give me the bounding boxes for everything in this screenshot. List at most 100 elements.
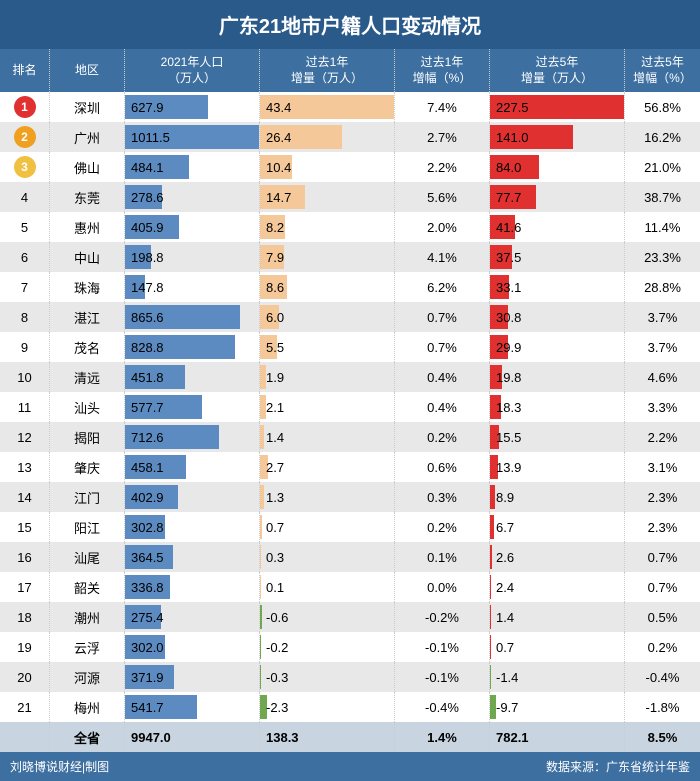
bar-cell: 0.7 <box>260 512 395 542</box>
table-row: 15 阳江 302.8 0.7 0.2% 6.7 2.3% <box>0 512 700 542</box>
bar-cell: 6.7 <box>490 512 625 542</box>
table-row: 21 梅州 541.7 -2.3 -0.4% -9.7 -1.8% <box>0 692 700 722</box>
bar-cell: 15.5 <box>490 422 625 452</box>
table-row: 20 河源 371.9 -0.3 -0.1% -1.4 -0.4% <box>0 662 700 692</box>
cell-pct5: 0.7% <box>625 542 700 572</box>
bar-cell: 302.8 <box>125 512 260 542</box>
bar-label: 8.6 <box>260 280 284 295</box>
bar-label: -0.6 <box>260 610 288 625</box>
bar-cell: 14.7 <box>260 182 395 212</box>
cell-rank: 13 <box>0 452 50 482</box>
table-row: 17 韶关 336.8 0.1 0.0% 2.4 0.7% <box>0 572 700 602</box>
bar-label: 2.1 <box>260 400 284 415</box>
table-row: 11 汕头 577.7 2.1 0.4% 18.3 3.3% <box>0 392 700 422</box>
cell-pct5: 2.3% <box>625 512 700 542</box>
cell-region: 梅州 <box>50 692 125 722</box>
bar-cell: 2.6 <box>490 542 625 572</box>
bar-cell: 278.6 <box>125 182 260 212</box>
cell-pct5: -0.4% <box>625 662 700 692</box>
table-row: 1 深圳 627.9 43.4 7.4% 227.5 56.8% <box>0 92 700 122</box>
rank-badge: 1 <box>14 96 36 118</box>
cell-rank: 11 <box>0 392 50 422</box>
bar-label: -9.7 <box>490 700 518 715</box>
bar-label: 278.6 <box>125 190 164 205</box>
bar-label: -2.3 <box>260 700 288 715</box>
cell-rank: 4 <box>0 182 50 212</box>
table-row: 6 中山 198.8 7.9 4.1% 37.5 23.3% <box>0 242 700 272</box>
bar-cell: 0.1 <box>260 572 395 602</box>
bar-cell: -0.6 <box>260 602 395 632</box>
cell-pct1: 0.6% <box>395 452 490 482</box>
bar-cell: 7.9 <box>260 242 395 272</box>
bar-label: 30.8 <box>490 310 521 325</box>
cell-region: 肇庆 <box>50 452 125 482</box>
table-row: 14 江门 402.9 1.3 0.3% 8.9 2.3% <box>0 482 700 512</box>
bar-cell: 0.7 <box>490 632 625 662</box>
bar-cell: 1.4 <box>260 422 395 452</box>
bar-cell: 1.3 <box>260 482 395 512</box>
bar-label: 865.6 <box>125 310 164 325</box>
cell-pct5: 21.0% <box>625 152 700 182</box>
cell-pct1: 0.4% <box>395 362 490 392</box>
cell-pct1: 0.7% <box>395 302 490 332</box>
bar-label: 33.1 <box>490 280 521 295</box>
rank-text: 18 <box>17 610 31 625</box>
footer-source: 数据来源：广东省统计年鉴 <box>546 758 690 775</box>
cell-region: 汕尾 <box>50 542 125 572</box>
bar-label: 77.7 <box>490 190 521 205</box>
cell-pct5: 0.2% <box>625 632 700 662</box>
bar-label: 18.3 <box>490 400 521 415</box>
bar-label: 1011.5 <box>125 130 170 145</box>
cell-pct5: 16.2% <box>625 122 700 152</box>
bar-label: 7.9 <box>260 250 284 265</box>
bar-cell: 0.3 <box>260 542 395 572</box>
bar-label: 364.5 <box>125 550 164 565</box>
bar-cell: 2.7 <box>260 452 395 482</box>
bar-label: 41.6 <box>490 220 521 235</box>
bar-label: 0.3 <box>260 550 284 565</box>
cell-pct5: 28.8% <box>625 272 700 302</box>
rank-text: 14 <box>17 490 31 505</box>
table-row: 10 清远 451.8 1.9 0.4% 19.8 4.6% <box>0 362 700 392</box>
cell-pct1: 0.3% <box>395 482 490 512</box>
bar-cell: 84.0 <box>490 152 625 182</box>
bar-cell: 302.0 <box>125 632 260 662</box>
cell-region: 韶关 <box>50 572 125 602</box>
cell-pop: 9947.0 <box>125 722 260 752</box>
bar-cell: 227.5 <box>490 92 625 122</box>
rank-text: 21 <box>17 700 31 715</box>
rank-text: 12 <box>17 430 31 445</box>
bar-cell: 458.1 <box>125 452 260 482</box>
cell-rank: 8 <box>0 302 50 332</box>
table-row: 19 云浮 302.0 -0.2 -0.1% 0.7 0.2% <box>0 632 700 662</box>
bar-cell: 1.4 <box>490 602 625 632</box>
bar-label: 15.5 <box>490 430 521 445</box>
cell-region: 东莞 <box>50 182 125 212</box>
page-title: 广东21地市户籍人口变动情况 <box>0 0 700 49</box>
bar-cell: 712.6 <box>125 422 260 452</box>
cell-rank: 16 <box>0 542 50 572</box>
bar-label: 141.0 <box>490 130 529 145</box>
bar-label: 302.0 <box>125 640 164 655</box>
rank-text: 9 <box>21 340 28 355</box>
bar-cell: 30.8 <box>490 302 625 332</box>
cell-rank: 21 <box>0 692 50 722</box>
bar-label: 484.1 <box>125 160 164 175</box>
rank-text: 5 <box>21 220 28 235</box>
cell-pct1: 5.6% <box>395 182 490 212</box>
cell-pct1: -0.1% <box>395 662 490 692</box>
rank-text: 7 <box>21 280 28 295</box>
col-inc1: 过去1年 增量（万人） <box>260 49 395 92</box>
cell-inc5: 782.1 <box>490 722 625 752</box>
col-pct1: 过去1年 增幅（%） <box>395 49 490 92</box>
cell-region: 深圳 <box>50 92 125 122</box>
bar-label: 2.6 <box>490 550 514 565</box>
cell-rank: 18 <box>0 602 50 632</box>
cell-pct1: 2.7% <box>395 122 490 152</box>
cell-pct1: 0.0% <box>395 572 490 602</box>
bar-label: 712.6 <box>125 430 164 445</box>
cell-rank: 20 <box>0 662 50 692</box>
cell-pct5: 3.7% <box>625 302 700 332</box>
table-row: 3 佛山 484.1 10.4 2.2% 84.0 21.0% <box>0 152 700 182</box>
cell-region: 广州 <box>50 122 125 152</box>
